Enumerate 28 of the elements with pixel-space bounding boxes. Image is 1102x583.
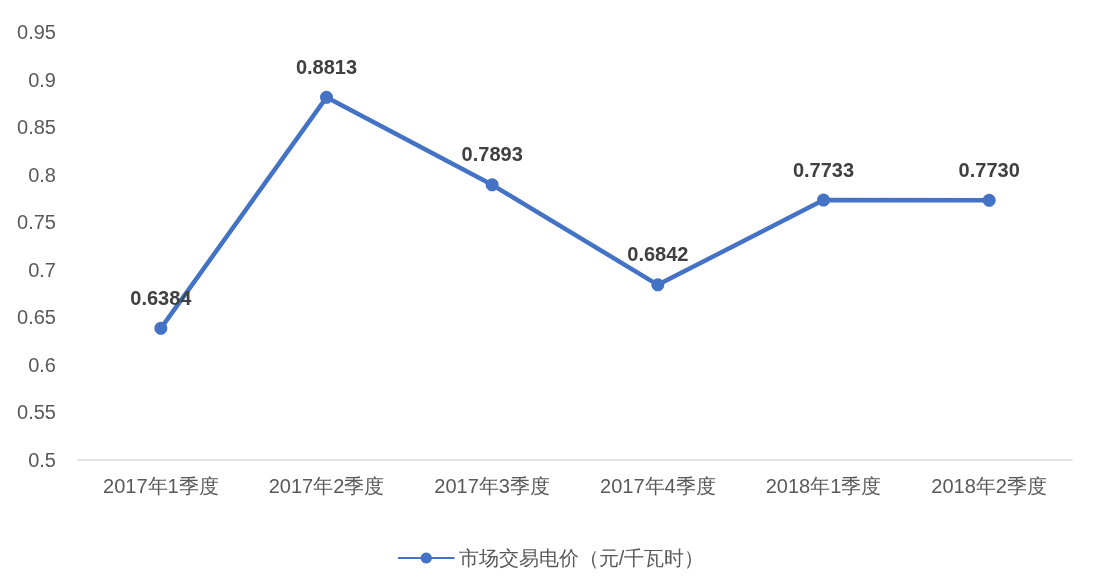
y-tick-label: 0.8 xyxy=(28,163,56,186)
y-tick-label: 0.6 xyxy=(28,353,56,376)
point xyxy=(154,321,168,335)
y-tick-label: 0.5 xyxy=(28,449,56,471)
y-tick-label: 0.85 xyxy=(17,116,56,139)
point xyxy=(485,178,499,192)
y-tick-label: 0.65 xyxy=(17,306,56,329)
data-label: 0.7733 xyxy=(792,158,855,181)
point xyxy=(320,90,333,104)
y-tick-label: 0.9 xyxy=(28,68,56,91)
point xyxy=(651,278,665,292)
data-label: 0.6842 xyxy=(627,243,689,266)
x-tick-label: 2018年2季度 xyxy=(931,475,1047,497)
point xyxy=(982,193,996,207)
data-label: 0.8813 xyxy=(295,55,358,78)
data-label: 0.7893 xyxy=(461,143,523,166)
y-tick-label: 0.75 xyxy=(17,211,56,234)
x-tick-label: 2018年1季度 xyxy=(765,475,882,497)
legend-label: 市场交易电价（元/千瓦时） xyxy=(458,547,705,569)
x-tick-label: 2017年4季度 xyxy=(600,475,716,497)
y-tick-label: 0.7 xyxy=(28,258,56,281)
x-tick-label: 2017年3季度 xyxy=(434,475,550,497)
data-label: 0.7730 xyxy=(958,158,1020,181)
point xyxy=(817,193,830,207)
x-tick-label: 2017年1季度 xyxy=(103,475,219,497)
y-tick-label: 0.95 xyxy=(17,21,56,43)
y-tick-label: 0.55 xyxy=(17,401,56,424)
x-tick-label: 2017年2季度 xyxy=(268,475,385,497)
